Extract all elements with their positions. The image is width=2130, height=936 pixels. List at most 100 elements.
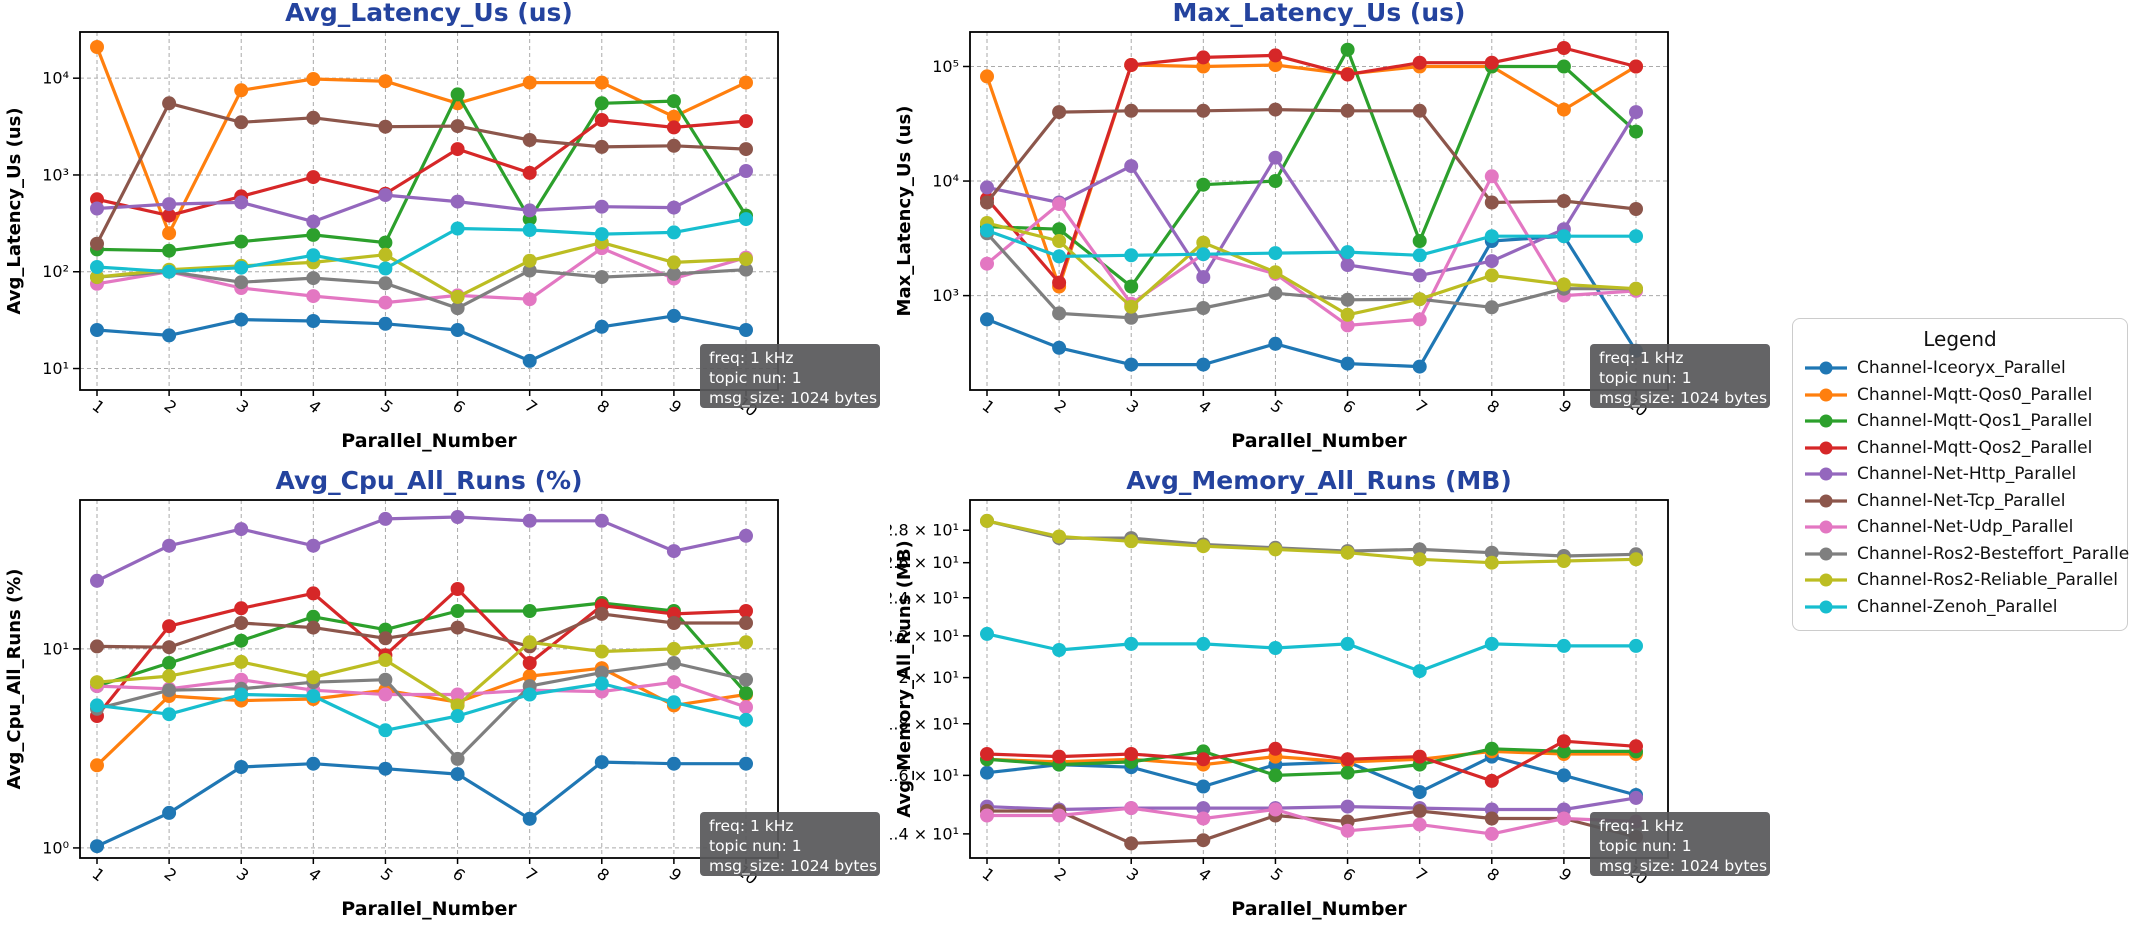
data-point <box>378 119 393 134</box>
data-point <box>739 262 753 277</box>
data-point <box>306 670 321 685</box>
data-point <box>1052 643 1067 657</box>
annotation-box: freq: 1 kHz topic nun: 1 msg_size: 1024 by… <box>700 344 880 408</box>
data-point <box>522 687 537 702</box>
legend-marker-icon <box>1805 600 1847 614</box>
data-point <box>980 747 994 761</box>
data-point <box>522 253 537 268</box>
data-point <box>1268 641 1283 655</box>
data-point <box>1629 552 1643 567</box>
series-line <box>985 232 1636 320</box>
series-line <box>96 612 746 649</box>
data-point <box>980 312 994 327</box>
data-point <box>1629 229 1643 244</box>
x-tick-label: 8 <box>1483 396 1503 417</box>
data-point <box>1196 50 1211 65</box>
legend-entry-label: Channel-Net-Http_Parallel <box>1857 464 2077 485</box>
y-tick-label: 1.6 × 10¹ <box>890 766 959 785</box>
data-point <box>306 72 321 86</box>
data-point <box>1196 779 1211 794</box>
data-point <box>1412 664 1427 679</box>
data-point <box>1340 765 1355 780</box>
data-point <box>162 683 177 698</box>
x-tick-label: 4 <box>1195 864 1215 885</box>
data-point <box>522 656 537 670</box>
annotation-line: msg_size: 1024 bytes <box>709 389 877 408</box>
data-point <box>90 639 104 654</box>
data-point <box>90 698 104 713</box>
x-tick-label: 9 <box>665 396 685 417</box>
data-point <box>378 276 393 291</box>
data-point <box>1052 105 1067 120</box>
legend-entry-channel-net-tcp-parallel: Channel-Net-Tcp_Parallel <box>1803 488 2117 515</box>
legend-entry-channel-net-udp-parallel: Channel-Net-Udp_Parallel <box>1803 514 2117 541</box>
data-point <box>666 138 681 153</box>
data-point <box>450 620 465 635</box>
data-point <box>1052 234 1067 248</box>
data-point <box>1052 340 1067 355</box>
legend-entry-channel-zenoh-parallel: Channel-Zenoh_Parallel <box>1803 594 2117 621</box>
data-point <box>666 695 681 710</box>
x-tick-label: 1 <box>979 864 999 885</box>
data-point <box>378 261 393 276</box>
data-point <box>234 312 249 327</box>
x-tick-label: 8 <box>1483 864 1503 885</box>
series-line <box>986 739 1637 783</box>
x-tick-label: 5 <box>377 864 397 885</box>
data-point <box>739 212 753 227</box>
series-line <box>96 169 747 224</box>
y-tick-label: 10¹ <box>42 639 69 658</box>
series-line <box>96 515 747 583</box>
data-point <box>450 221 465 236</box>
data-point <box>739 616 753 630</box>
chart-title: Max_Latency_Us (us) <box>1173 0 1466 27</box>
data-point <box>594 199 609 214</box>
data-point <box>1629 124 1643 139</box>
plot-frame <box>969 31 1669 391</box>
annotation-line: msg_size: 1024 bytes <box>709 857 877 876</box>
annotation-line: msg_size: 1024 bytes <box>1599 857 1767 876</box>
data-point <box>1196 636 1211 651</box>
y-tick-label: 10⁵ <box>932 57 959 76</box>
data-point <box>1124 747 1139 761</box>
series-channel-net-tcp-parallel <box>90 96 753 251</box>
data-point <box>522 635 537 650</box>
x-tick-label: 1 <box>89 396 109 417</box>
chart-cell-avg-memory: Avg_Memory_All_Runs (MB) Avg_Memory_All_R… <box>890 468 1780 936</box>
series-line <box>96 760 746 848</box>
series-channel-mqtt-qos2-parallel <box>980 41 1643 290</box>
data-point <box>234 195 249 210</box>
y-tick-label: 2.2 × 10¹ <box>890 626 959 645</box>
x-tick-label: 9 <box>665 864 685 885</box>
data-point <box>1196 801 1211 816</box>
series-line <box>96 92 748 253</box>
annotation-line: topic nun: 1 <box>709 837 802 855</box>
data-point <box>378 295 393 310</box>
data-point <box>666 109 681 124</box>
chart-avg-cpu-all-runs: Avg_Cpu_All_Runs (%) Avg_Cpu_All_Runs (%)… <box>4 468 880 920</box>
data-point <box>594 755 609 770</box>
series-line <box>96 246 747 305</box>
data-point <box>450 323 465 337</box>
data-point <box>1268 741 1283 756</box>
data-point <box>666 308 681 323</box>
x-tick-label: 8 <box>593 396 613 417</box>
x-tick-label: 7 <box>1411 864 1431 885</box>
legend-entry-label: Channel-Mqtt-Qos1_Parallel <box>1857 411 2093 432</box>
data-point <box>1556 811 1571 826</box>
data-point <box>162 805 177 820</box>
data-point <box>1124 248 1139 263</box>
data-point <box>1484 555 1499 570</box>
x-tick-label: 4 <box>305 864 325 885</box>
data-point <box>378 723 393 738</box>
legend-entry-channel-net-http-parallel: Channel-Net-Http_Parallel <box>1803 461 2117 488</box>
data-point <box>378 631 393 646</box>
data-point <box>594 96 609 111</box>
y-tick-label: 2 × 10¹ <box>898 668 959 687</box>
data-point <box>1556 744 1571 759</box>
data-point <box>1196 270 1211 285</box>
data-point <box>1484 169 1499 184</box>
data-point <box>739 672 753 687</box>
annotation-box: freq: 1 kHz topic nun: 1 msg_size: 1024 by… <box>700 812 880 876</box>
data-point <box>522 604 537 618</box>
